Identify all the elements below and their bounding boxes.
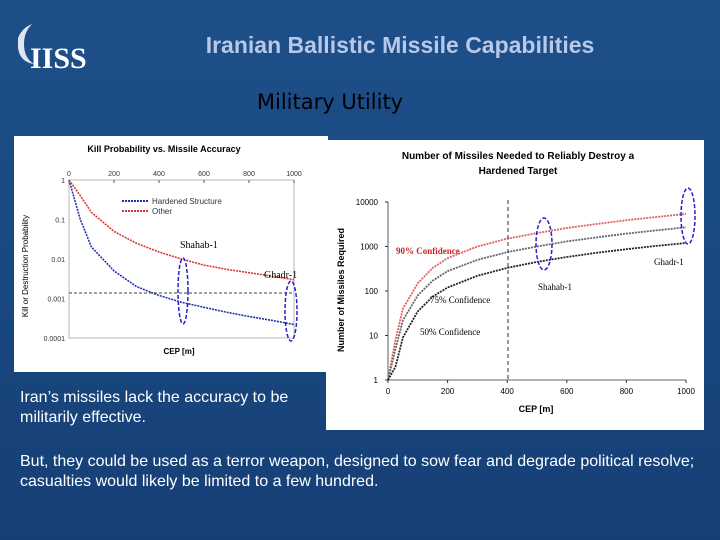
chart1-y-tick-label: 0.01 bbox=[51, 257, 65, 264]
logo-text: IISS bbox=[30, 42, 87, 75]
page-subtitle: Military Utility bbox=[256, 90, 404, 114]
chart2-title-line2: Hardened Target bbox=[479, 166, 558, 177]
chart2-y-tick-label: 1 bbox=[374, 376, 379, 385]
chart2-x-tick-label: 400 bbox=[501, 387, 515, 396]
chart1-y-tick-label: 1 bbox=[61, 178, 65, 185]
chart2-x-tick-label: 200 bbox=[441, 387, 455, 396]
body-paragraph-2: But, they could be used as a terror weap… bbox=[20, 453, 695, 490]
chart1-legend: Hardened Structure Other bbox=[122, 197, 222, 216]
chart2-x-tick-label: 1000 bbox=[677, 387, 695, 396]
chart1-y-tick-label: 0.001 bbox=[47, 297, 65, 304]
chart2-y-tick-label: 100 bbox=[365, 287, 379, 296]
chart2-annot-50: 50% Confidence bbox=[420, 327, 480, 337]
chart2-y-tick-label: 1000 bbox=[360, 243, 378, 252]
chart2-ylabel: Number of Missiles Required bbox=[336, 228, 346, 352]
chart2-xlabel: CEP [m] bbox=[519, 404, 554, 414]
chart2-annot-shahab: Shahab-1 bbox=[538, 282, 572, 292]
chart2-annot-75: 75% Confidence bbox=[430, 295, 490, 305]
chart1-xlabel: CEP [m] bbox=[164, 347, 195, 356]
missiles-required-chart: Number of Missiles Needed to Reliably De… bbox=[326, 140, 704, 430]
logo-swoosh-icon bbox=[18, 24, 34, 64]
chart2-y-tick-label: 10000 bbox=[356, 198, 379, 207]
chart1-title: Kill Probability vs. Missile Accuracy bbox=[87, 144, 240, 154]
chart2-x-tick-label: 800 bbox=[620, 387, 634, 396]
chart1-plot-area bbox=[68, 179, 295, 339]
chart2-annot-ghadr: Ghadr-1 bbox=[654, 257, 684, 267]
chart2-x-tick-label: 0 bbox=[386, 387, 391, 396]
chart1-annot-ghadr: Ghadr-1 bbox=[264, 270, 297, 281]
chart1-x-tick-label: 0 bbox=[67, 171, 71, 178]
chart2-y-tick-label: 10 bbox=[369, 332, 378, 341]
chart1-x-tick-label: 1000 bbox=[286, 171, 302, 178]
iiss-logo: IISS bbox=[18, 24, 87, 75]
chart1-series-hardened bbox=[68, 179, 295, 326]
chart1-shahab-marker bbox=[177, 257, 189, 325]
chart2-series-75-confidence bbox=[387, 226, 687, 381]
chart1-y-tick-label: 0.0001 bbox=[44, 336, 66, 343]
chart1-series-other bbox=[68, 179, 295, 281]
legend-label-hardened: Hardened Structure bbox=[152, 197, 222, 206]
chart1-ylabel: Kill or Destruction Probability bbox=[21, 215, 30, 317]
chart2-shahab-marker bbox=[535, 217, 553, 271]
chart1-ghadr-marker bbox=[284, 280, 298, 342]
page-title: Iranian Ballistic Missile Capabilities bbox=[205, 32, 595, 58]
chart1-y-tick-label: 0.1 bbox=[55, 218, 65, 225]
kill-probability-chart: Kill Probability vs. Missile Accuracy Ki… bbox=[14, 136, 328, 372]
chart1-annot-shahab: Shahab-1 bbox=[180, 240, 218, 251]
chart2-series-50-confidence bbox=[387, 242, 687, 381]
chart1-x-tick-label: 800 bbox=[243, 171, 255, 178]
chart2-title-line1: Number of Missiles Needed to Reliably De… bbox=[402, 151, 635, 162]
legend-label-other: Other bbox=[152, 207, 172, 216]
body-paragraph-1: Iran’s missiles lack the accuracy to be … bbox=[20, 389, 289, 426]
chart1-x-tick-label: 600 bbox=[198, 171, 210, 178]
chart1-x-tick-label: 200 bbox=[108, 171, 120, 178]
chart2-x-tick-label: 600 bbox=[560, 387, 574, 396]
chart1-x-tick-label: 400 bbox=[153, 171, 165, 178]
chart2-annot-90: 90% Confidence bbox=[396, 246, 460, 256]
chart2-ghadr-marker bbox=[680, 187, 696, 245]
